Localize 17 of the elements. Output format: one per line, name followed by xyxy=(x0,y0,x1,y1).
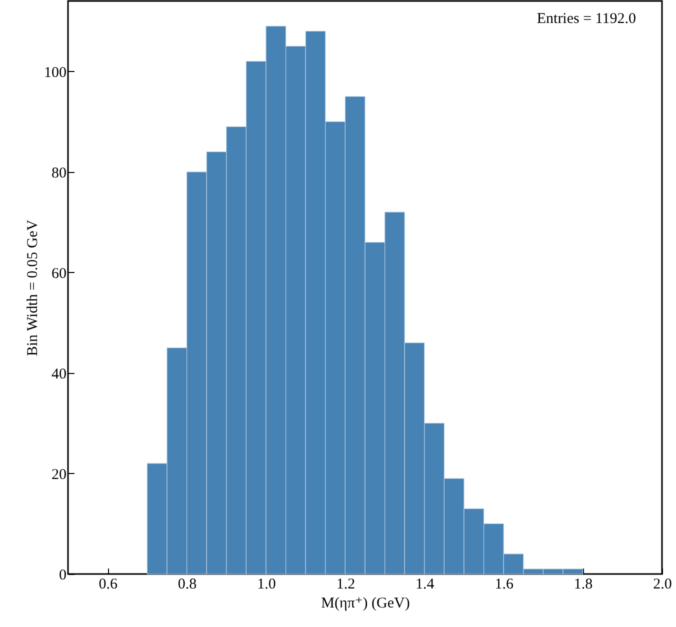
y-tick-label: 0 xyxy=(59,568,66,584)
y-tick-label: 80 xyxy=(52,165,66,182)
y-tick-label: 100 xyxy=(44,64,66,81)
x-tick-label: 1.2 xyxy=(336,576,356,592)
y-tick-label: 20 xyxy=(52,466,66,483)
annotation: Entries = 1192.0 xyxy=(536,11,636,27)
x-tick-label: 1.6 xyxy=(494,576,514,592)
x-tick-label: 1.8 xyxy=(574,576,593,592)
x-tick-label: 0.8 xyxy=(178,576,197,592)
y-axis-title: Bin Width = 0.05 GeV xyxy=(25,220,41,356)
x-tick-label: 2.0 xyxy=(653,576,672,592)
x-tick-label: 1.0 xyxy=(257,576,276,592)
x-tick-label: 0.6 xyxy=(98,576,118,592)
x-axis-title: M(ηπ⁺) (GeV) xyxy=(321,596,410,612)
x-tick-label: 1.4 xyxy=(416,576,435,592)
y-tick-label: 60 xyxy=(52,266,66,282)
y-tick-label: 40 xyxy=(52,366,66,382)
